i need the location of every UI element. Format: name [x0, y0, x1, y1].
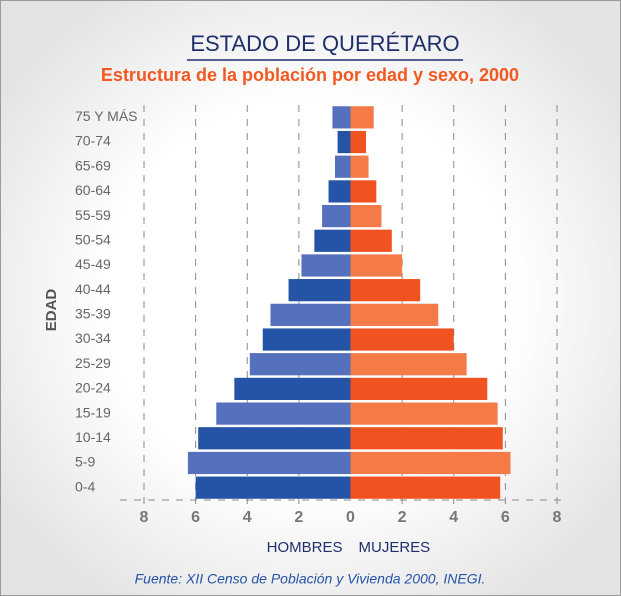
- x-tick-label: 2: [294, 509, 303, 526]
- y-tick-label: 65-69: [75, 157, 111, 173]
- bar: [350, 427, 503, 450]
- y-tick-label: 15-19: [75, 404, 111, 420]
- bar: [335, 155, 351, 178]
- bar: [350, 303, 439, 326]
- y-tick-label: 55-59: [75, 207, 111, 223]
- bar: [350, 106, 374, 129]
- bar: [350, 328, 454, 351]
- y-tick-label: 20-24: [75, 380, 111, 396]
- y-tick-label: 75 Y MÁS: [75, 108, 138, 124]
- chart-subtitle: Estructura de la población por edad y se…: [101, 65, 519, 85]
- bar: [337, 130, 351, 154]
- bar: [249, 353, 351, 376]
- bar: [322, 204, 351, 228]
- bar: [187, 451, 351, 475]
- bar: [350, 476, 501, 499]
- bar: [270, 303, 351, 326]
- x-tick-label: 4: [449, 509, 458, 526]
- y-tick-label: 0-4: [75, 478, 95, 494]
- x-tick-label: 6: [191, 509, 200, 526]
- bar: [350, 229, 392, 252]
- bar: [195, 476, 351, 499]
- y-tick-label: 30-34: [75, 330, 111, 346]
- y-tick-label: 70-74: [75, 133, 111, 149]
- bar: [234, 377, 351, 401]
- chart-title: ESTADO DE QUERÉTARO: [190, 31, 459, 56]
- y-tick-label: 25-29: [75, 355, 111, 371]
- x-tick-label: 2: [398, 509, 407, 526]
- bar: [198, 427, 351, 450]
- bar: [350, 254, 403, 277]
- y-axis-label: EDAD: [43, 289, 60, 332]
- bar: [262, 328, 351, 351]
- bar: [328, 180, 351, 203]
- y-tick-label: 35-39: [75, 306, 111, 322]
- x-tick-label: 8: [140, 509, 149, 526]
- x-tick-label: 6: [501, 509, 510, 526]
- bar: [350, 279, 421, 302]
- bar: [216, 402, 351, 425]
- x-tick-label: 8: [553, 509, 562, 526]
- bar: [350, 451, 511, 475]
- bar: [332, 106, 351, 129]
- y-tick-label: 50-54: [75, 231, 111, 247]
- bar: [350, 204, 382, 228]
- bar: [288, 279, 351, 302]
- bar: [350, 180, 377, 203]
- y-tick-label: 40-44: [75, 281, 111, 297]
- legend-label: HOMBRES: [267, 539, 343, 556]
- y-tick-label: 5-9: [75, 454, 95, 470]
- legend-label: MUJERES: [359, 539, 431, 556]
- bar: [350, 155, 369, 178]
- x-tick-label: 0: [346, 509, 355, 526]
- bar: [350, 353, 467, 376]
- bar: [350, 377, 488, 401]
- source-note: Fuente: XII Censo de Población y Viviend…: [135, 571, 486, 587]
- y-tick-label: 45-49: [75, 256, 111, 272]
- y-tick-label: 60-64: [75, 182, 111, 198]
- y-tick-label: 10-14: [75, 429, 111, 445]
- bar: [350, 402, 498, 425]
- bar: [314, 229, 351, 252]
- x-tick-label: 4: [243, 509, 252, 526]
- bar: [350, 130, 366, 154]
- bar: [301, 254, 351, 277]
